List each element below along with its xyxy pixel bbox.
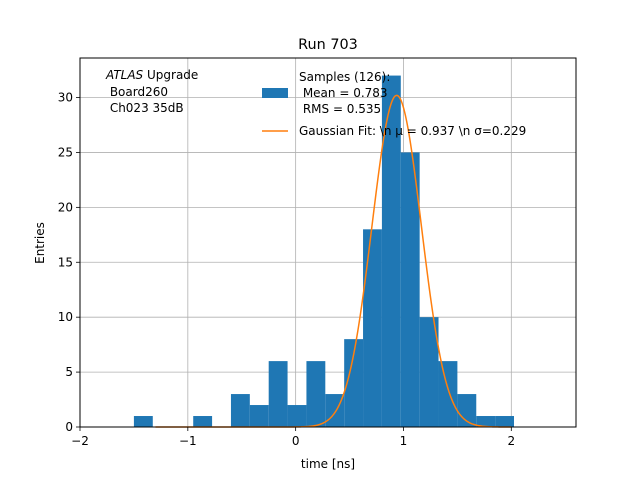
histogram-bar: [306, 361, 326, 427]
y-axis-ticks: 0 5 10 15 20 25 30: [58, 91, 80, 434]
histogram-bar: [193, 416, 213, 427]
y-tick-label: 0: [65, 420, 73, 434]
annotation-line-1: ATLAS Upgrade: [105, 68, 198, 82]
legend-histogram-swatch: [262, 88, 288, 98]
histogram-bar: [457, 394, 477, 427]
atlas-annotation: ATLAS Upgrade Board260 Ch023 35dB: [105, 68, 198, 115]
histogram-bar: [495, 416, 514, 427]
histogram-bar: [133, 416, 153, 427]
annotation-upgrade: Upgrade: [143, 68, 198, 82]
plot-frame: [79, 57, 577, 428]
histogram-bar: [400, 152, 420, 428]
histogram-bar: [249, 405, 269, 427]
annotation-line-3: Ch023 35dB: [106, 101, 184, 115]
legend-histogram-label: Samples (126):: [299, 70, 390, 84]
histogram-bar: [438, 361, 458, 427]
y-tick-label: 15: [58, 255, 73, 269]
legend-histogram-mean: Mean = 0.783: [299, 86, 388, 100]
x-axis-label: time [ns]: [301, 457, 355, 471]
y-tick-label: 20: [58, 200, 73, 214]
x-tick-label: −2: [71, 434, 89, 448]
x-tick-label: 0: [292, 434, 300, 448]
histogram-bar: [230, 394, 250, 427]
histogram-bar: [363, 229, 382, 427]
x-tick-label: 1: [400, 434, 408, 448]
annotation-line-2: Board260: [106, 85, 168, 99]
y-axis-label: Entries: [33, 222, 47, 264]
x-tick-label: −1: [179, 434, 197, 448]
annotation-atlas: ATLAS: [105, 68, 144, 82]
histogram-bar: [419, 317, 439, 427]
legend-fit-label: Gaussian Fit: \n μ = 0.937 \n σ=0.229: [299, 124, 526, 138]
x-tick-label: 2: [507, 434, 515, 448]
histogram-bar: [268, 361, 288, 427]
legend: Samples (126): Mean = 0.783 RMS = 0.535 …: [262, 70, 526, 138]
y-tick-label: 10: [58, 310, 73, 324]
histogram-bar: [476, 416, 496, 427]
chart-title: Run 703: [298, 37, 358, 53]
y-tick-label: 25: [58, 145, 73, 159]
y-tick-label: 5: [65, 365, 73, 379]
grid-lines: [79, 58, 576, 428]
histogram-bars: [133, 75, 514, 428]
x-axis-ticks: −2 −1 0 1 2: [71, 427, 515, 448]
histogram-bar: [381, 75, 401, 428]
histogram-bar: [287, 405, 307, 427]
y-tick-label: 30: [58, 91, 73, 105]
legend-histogram-rms: RMS = 0.535: [299, 102, 381, 116]
histogram-bar: [344, 339, 364, 427]
